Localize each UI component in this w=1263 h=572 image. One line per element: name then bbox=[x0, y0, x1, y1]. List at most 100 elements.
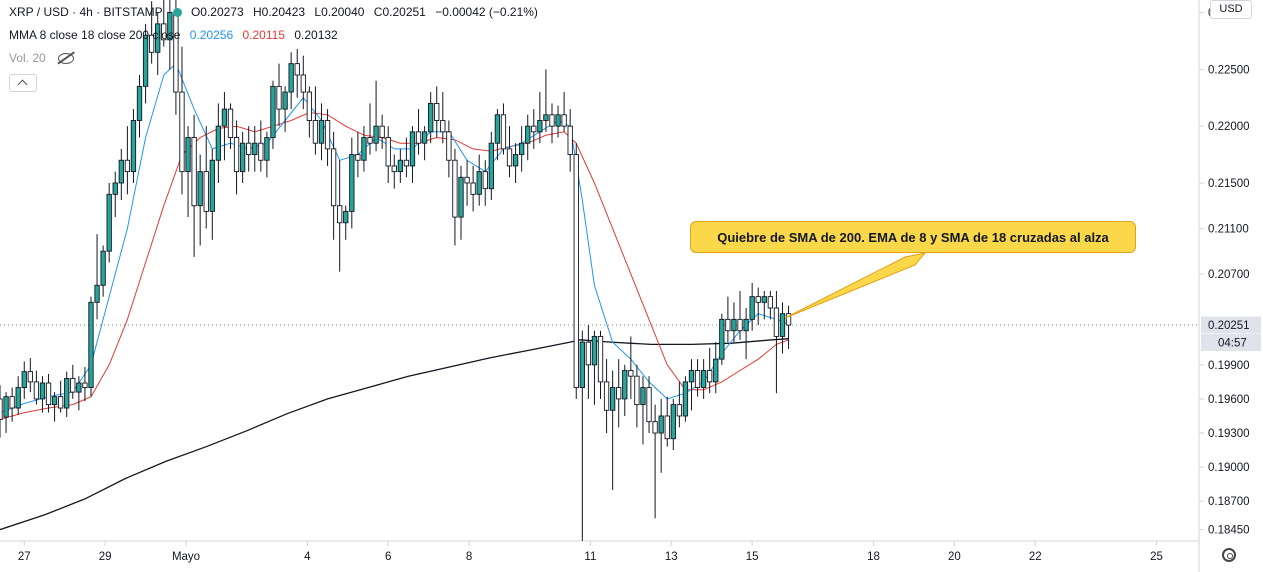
candle-body-up bbox=[543, 114, 549, 121]
time-axis[interactable]: 27 29 Mayo 4 6 8 11 13 15 18 20 22 25 bbox=[18, 541, 1163, 563]
candle bbox=[197, 154, 203, 246]
candle bbox=[676, 381, 683, 428]
candle bbox=[379, 114, 385, 149]
countdown-label: 04:57 bbox=[1218, 337, 1247, 349]
candle-body-up bbox=[209, 159, 215, 212]
candle bbox=[531, 109, 537, 149]
ohlc-change: −0.00042 (−0.21%) bbox=[435, 5, 538, 19]
candle bbox=[276, 63, 282, 127]
candles bbox=[0, 0, 792, 541]
candle bbox=[549, 103, 555, 144]
candle bbox=[264, 131, 270, 178]
candle-body-up bbox=[142, 34, 149, 87]
candle bbox=[167, 0, 173, 70]
gear-icon[interactable] bbox=[1222, 548, 1236, 562]
candle bbox=[221, 92, 228, 161]
candle bbox=[761, 290, 767, 320]
candle bbox=[749, 283, 755, 331]
candle bbox=[464, 160, 470, 206]
volume-legend[interactable]: Vol. 20 bbox=[9, 51, 80, 65]
candle-body-down bbox=[561, 114, 567, 127]
candle-body-up bbox=[512, 154, 519, 167]
candle-body-down bbox=[567, 125, 573, 156]
candle-body-up bbox=[343, 210, 349, 224]
y-tick-label: 0.21500 bbox=[1208, 178, 1250, 190]
candle bbox=[628, 336, 634, 399]
candle bbox=[452, 148, 458, 246]
candle-body-down bbox=[531, 125, 537, 133]
candle bbox=[239, 131, 246, 183]
candle bbox=[330, 131, 337, 240]
candle-body-up bbox=[397, 159, 403, 173]
ma-legend-label[interactable]: MMA 8 close 18 close 200 close bbox=[9, 28, 181, 42]
candle bbox=[658, 398, 664, 473]
candle bbox=[312, 86, 319, 155]
candle-body-up bbox=[525, 125, 531, 144]
candle-body-up bbox=[288, 63, 294, 93]
candle-body-up bbox=[719, 318, 725, 360]
candle bbox=[597, 330, 604, 399]
candle bbox=[94, 234, 100, 320]
candle bbox=[136, 75, 143, 138]
currency-label[interactable]: USD bbox=[1210, 0, 1252, 19]
candle bbox=[118, 148, 124, 201]
candle bbox=[525, 114, 531, 161]
candle-body-down bbox=[603, 381, 610, 411]
candle-body-up bbox=[349, 154, 355, 212]
x-tick-label: 25 bbox=[1150, 551, 1163, 563]
candle-body-down bbox=[324, 120, 331, 150]
candle bbox=[88, 296, 94, 397]
candle bbox=[45, 373, 52, 413]
symbol-title[interactable]: XRP / USD · 4h · BITSTAMP bbox=[9, 5, 163, 19]
candle-body-up bbox=[373, 125, 379, 144]
callout-pointer bbox=[784, 252, 927, 319]
annotation-callout[interactable]: Quiebre de SMA de 200. EMA de 8 y SMA de… bbox=[690, 221, 1136, 253]
candle-body-down bbox=[258, 142, 264, 161]
candle bbox=[725, 296, 731, 343]
y-tick-label: 0.21100 bbox=[1208, 223, 1249, 235]
candle bbox=[106, 182, 112, 263]
candle bbox=[391, 154, 397, 189]
candle bbox=[561, 92, 567, 132]
candle bbox=[446, 120, 452, 178]
candle bbox=[500, 103, 507, 155]
candle bbox=[537, 92, 543, 144]
candle-body-down bbox=[470, 182, 476, 195]
candle-body-up bbox=[282, 91, 288, 110]
candle bbox=[27, 358, 33, 393]
candle-body-up bbox=[167, 12, 173, 41]
volume-label[interactable]: Vol. 20 bbox=[9, 51, 46, 65]
candle-body-down bbox=[161, 23, 167, 41]
candle-body-up bbox=[688, 370, 695, 383]
candle-body-up bbox=[537, 120, 543, 133]
candle-body-down bbox=[233, 137, 240, 173]
candle-body-up bbox=[239, 142, 246, 173]
candle-body-down bbox=[725, 318, 731, 332]
hidden-eye-icon[interactable] bbox=[57, 53, 74, 65]
candle-body-down bbox=[70, 378, 76, 393]
x-tick-label: 18 bbox=[867, 551, 880, 563]
candle bbox=[434, 86, 440, 138]
ma-legend[interactable]: MMA 8 close 18 close 200 close 0.20256 0… bbox=[9, 28, 344, 42]
candle bbox=[185, 126, 191, 218]
candle-body-up bbox=[264, 137, 270, 161]
candle-body-down bbox=[330, 148, 337, 207]
candle bbox=[373, 80, 379, 152]
candle bbox=[640, 376, 646, 445]
candle bbox=[179, 46, 185, 195]
candle bbox=[737, 290, 743, 340]
price-axis[interactable]: 0.230000.225000.220000.215000.211000.207… bbox=[1199, 8, 1250, 537]
candle-body-up bbox=[640, 387, 646, 406]
candle-body-down bbox=[58, 396, 64, 409]
candle bbox=[124, 126, 131, 195]
candle-body-down bbox=[737, 318, 743, 332]
candle-body-down bbox=[300, 74, 306, 93]
candle-body-up bbox=[39, 382, 46, 400]
candle bbox=[9, 387, 15, 422]
candle-body-down bbox=[367, 137, 373, 144]
candle-body-down bbox=[294, 63, 300, 76]
collapse-legend-button[interactable] bbox=[9, 74, 37, 92]
candle bbox=[112, 171, 118, 218]
last-price-label: 0.20251 bbox=[1208, 320, 1250, 332]
